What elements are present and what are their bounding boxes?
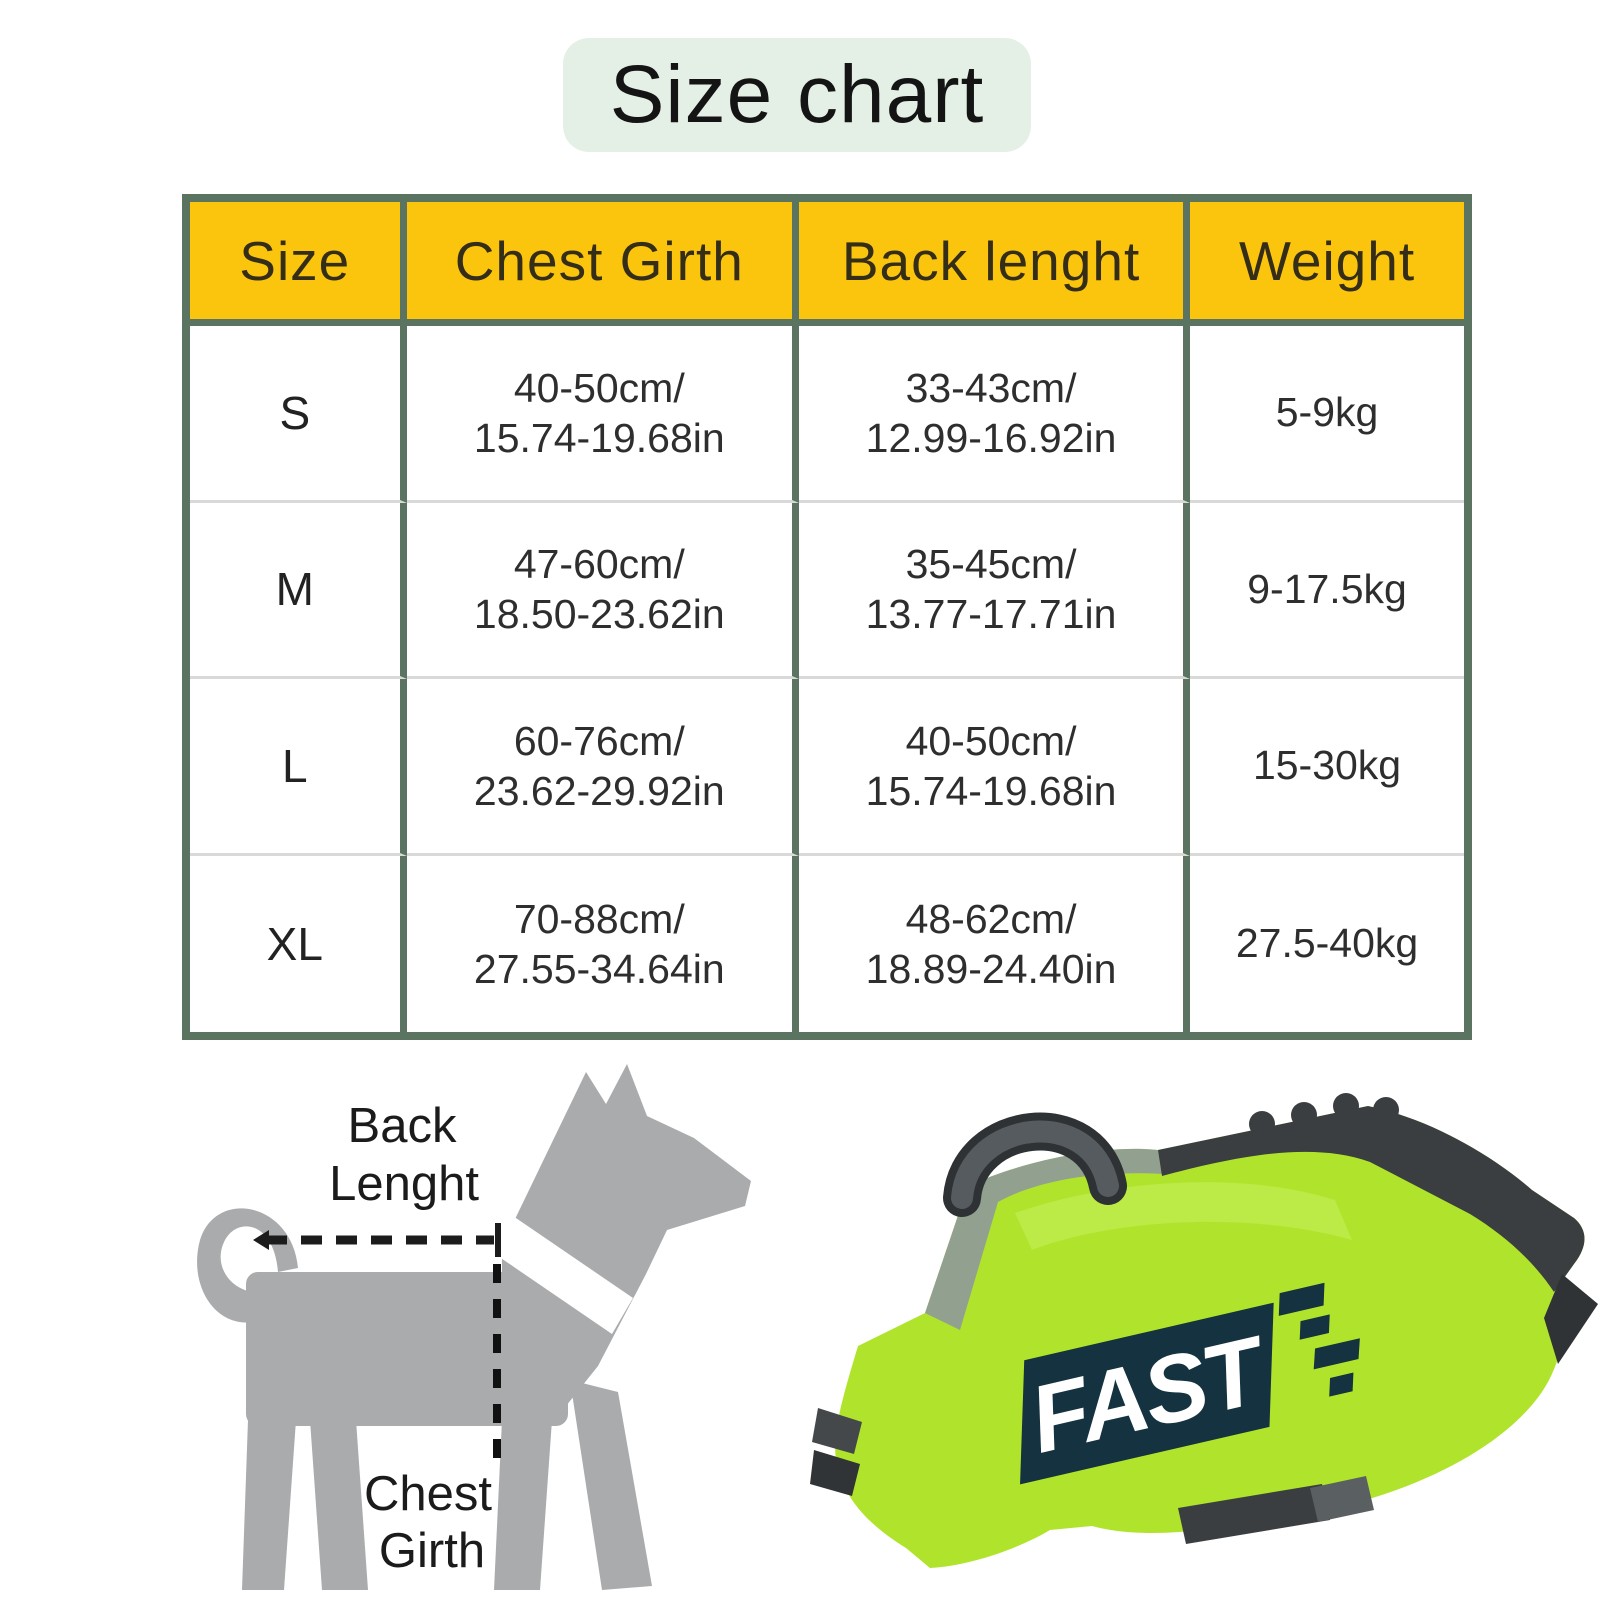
row-l-chest: 60-76cm/23.62-29.92in <box>406 679 799 856</box>
row-m-chest: 47-60cm/18.50-23.62in <box>406 502 799 679</box>
page-title: Size chart <box>609 49 985 140</box>
row-m-back: 35-45cm/13.77-17.71in <box>798 502 1191 679</box>
row-xl-weight: 27.5-40kg <box>1235 920 1419 967</box>
dog-life-vest-image: FAST <box>810 1093 1598 1568</box>
row-s-weight: 5-9kg <box>1190 326 1464 503</box>
row-l-back: 40-50cm/15.74-19.68in <box>798 679 1191 856</box>
back-length-measure <box>253 1223 501 1257</box>
row-l-weight: 15-30kg <box>1190 679 1464 856</box>
row-m-size: M <box>190 502 407 679</box>
vest-illustration: FAST <box>810 1093 1598 1568</box>
size-table: Size Chest Girth Back lenght Weight S 40… <box>182 194 1472 1040</box>
back-length-label-line2: Lenght <box>329 1157 479 1211</box>
header-weight: Weight <box>1190 202 1464 326</box>
row-xl-chest: 70-88cm/27.55-34.64in <box>407 855 799 1032</box>
collar-band <box>492 1216 633 1334</box>
page-title-badge: Size chart <box>563 38 1031 152</box>
row-s-back: 33-43cm/12.99-16.92in <box>798 326 1191 503</box>
row-s-chest: 40-50cm/15.74-19.68in <box>406 326 799 503</box>
logo-speed-dashes <box>1278 1282 1360 1397</box>
chest-girth-label-line1: Chest <box>364 1467 492 1521</box>
row-m-weight: 9-17.5kg <box>1190 503 1464 679</box>
row-s-size: S <box>190 326 407 503</box>
chest-girth-label-line2: Girth <box>379 1524 485 1578</box>
back-length-label-line1: Back <box>348 1099 457 1153</box>
row-l-size: L <box>190 679 407 856</box>
vest-handle <box>943 1112 1127 1217</box>
row-xl-size: XL <box>190 855 407 1032</box>
dog-silhouette <box>197 1064 751 1590</box>
header-size: Size <box>190 202 407 326</box>
header-chest-girth: Chest Girth <box>406 202 799 326</box>
row-xl-back: 48-62cm/18.89-24.40in <box>799 855 1191 1032</box>
header-back-length: Back lenght <box>798 202 1191 326</box>
dog-measurement-diagram: Back Lenght Chest Girth <box>197 1064 751 1590</box>
